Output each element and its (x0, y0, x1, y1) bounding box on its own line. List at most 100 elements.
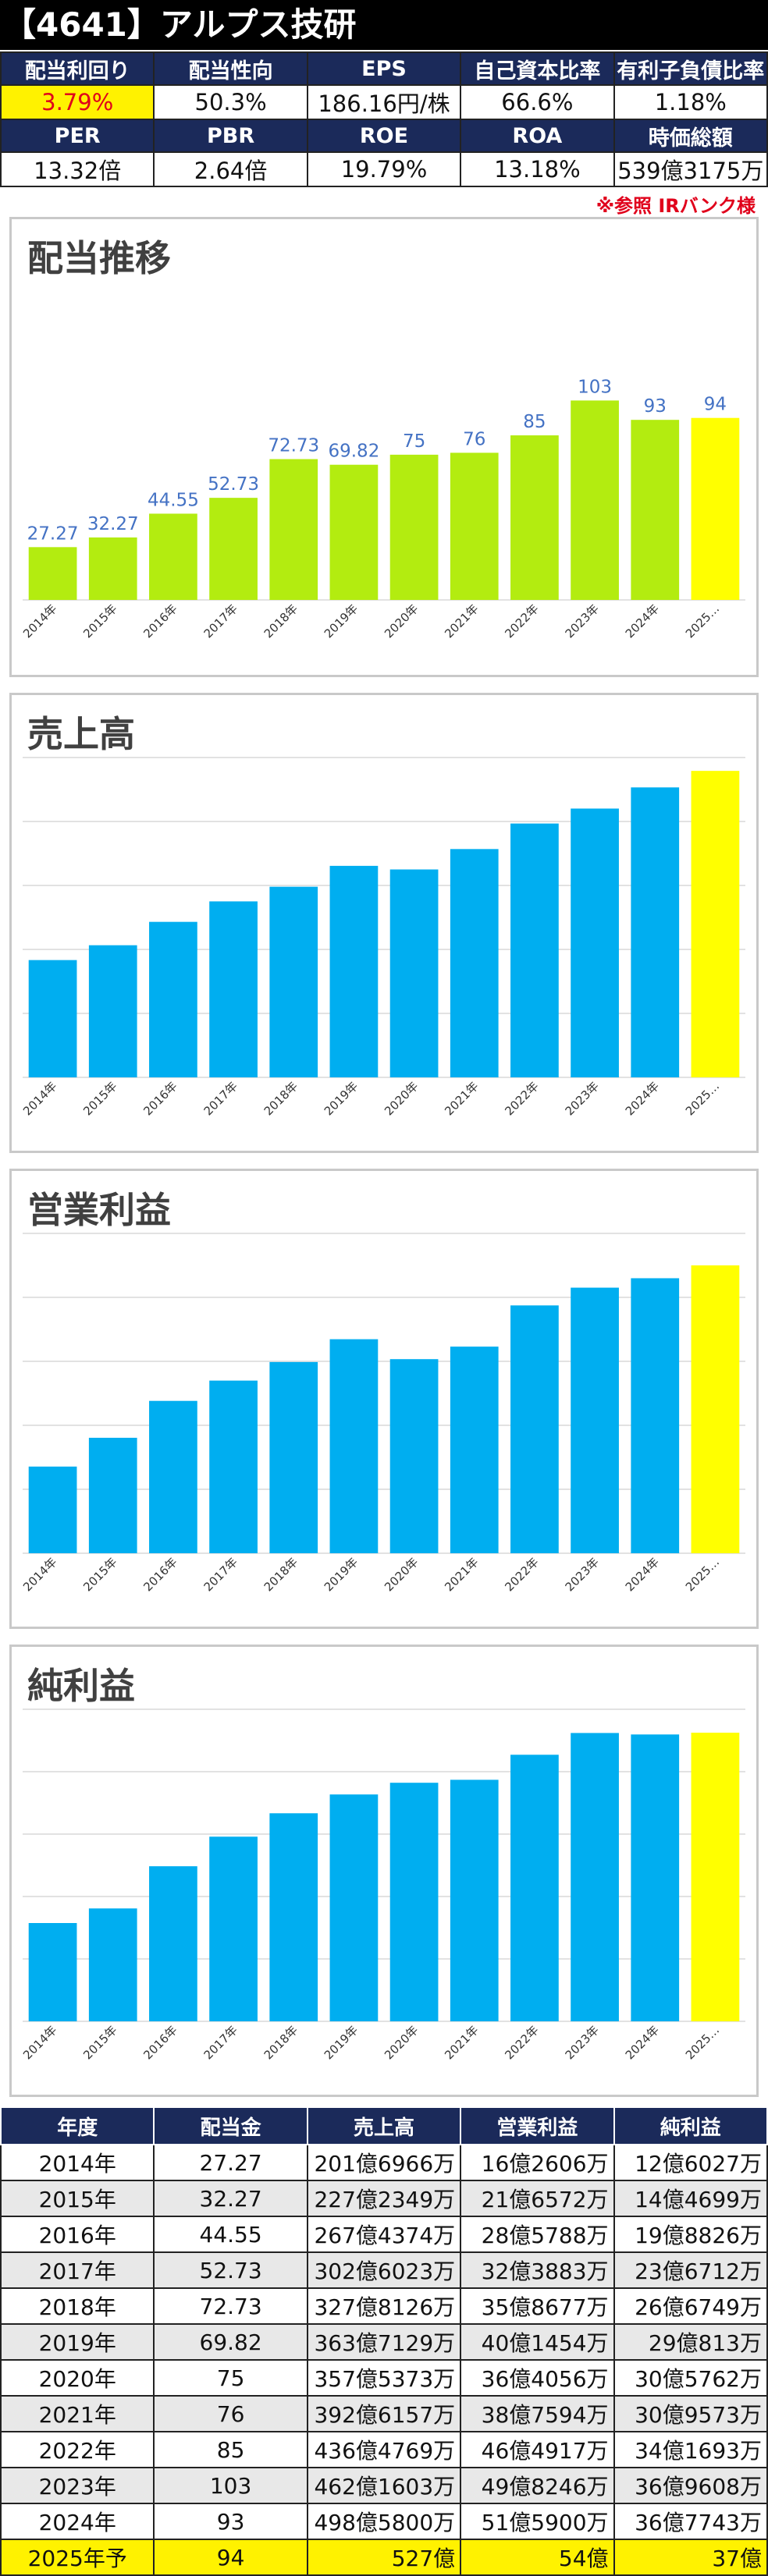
bar (631, 1278, 680, 1553)
tick-label: 2016年 (140, 601, 180, 640)
col-header-net-income: 純利益 (613, 2106, 768, 2145)
col-header-revenue: 売上高 (306, 2106, 462, 2145)
year-cell: 2021年 (0, 2395, 155, 2432)
year-cell: 2014年 (0, 2144, 155, 2181)
bar (571, 400, 619, 600)
bar (571, 808, 619, 1077)
bar (149, 1400, 197, 1553)
metric-value-per: 13.32倍 (0, 151, 155, 187)
chart-revenue: 2014年 2015年 2016年 2017年 2018年 2019年 2020年 2021年… (20, 757, 745, 1118)
metric-label-market-cap: 時価総額 (613, 119, 768, 153)
operating-profit-cell: 16億2606万 (460, 2144, 615, 2181)
tick-label: 2021年 (442, 1555, 481, 1594)
bar (28, 1923, 77, 2021)
chart-title-operating-profit: 営業利益 (27, 1189, 171, 1231)
tick-label: 2024年 (623, 2023, 662, 2062)
table-row: 2022年 85 436億4769万 46億4917万 34億1693万 (0, 2431, 768, 2468)
operating-profit-cell: 38億7594万 (460, 2395, 615, 2432)
bar (389, 454, 439, 600)
chart-operating-profit: 2014年 2015年 2016年 2017年 2018年 2019年 2020年 2021年… (20, 1233, 745, 1594)
bar (571, 1287, 619, 1553)
operating-profit-cell: 32億3883万 (460, 2251, 615, 2289)
dividend-cell: 69.82 (153, 2323, 308, 2361)
table-row: 2016年 44.55 267億4374万 28億5788万 19億8826万 (0, 2216, 768, 2253)
metric-label-roe: ROE (306, 119, 462, 153)
table-row: 2015年 32.27 227億2349万 21億6572万 14億4699万 (0, 2180, 768, 2217)
tick-label: 2017年 (201, 2023, 240, 2062)
table-row: 2025年予 94 527億 54億 37億 (0, 2539, 768, 2576)
chart-net-income: 2014年 2015年 2016年 2017年 2018年 2019年 2020年 2021年… (20, 1708, 745, 2062)
tick-label: 2021年 (442, 1079, 481, 1118)
operating-profit-cell: 35億8677万 (460, 2287, 615, 2325)
tick-label: 2024年 (623, 1079, 662, 1118)
tick-label: 2014年 (20, 601, 59, 640)
tick-label: 2018年 (261, 1555, 300, 1594)
tick-label: 2023年 (563, 1079, 602, 1118)
net-income-cell: 26億6749万 (613, 2287, 768, 2325)
net-income-cell: 19億8826万 (613, 2216, 768, 2253)
bar (28, 1466, 77, 1553)
metric-value-dividend-yield: 3.79% (0, 84, 155, 120)
bar (571, 1733, 619, 2021)
metric-label-debt-ratio: 有利子負債比率 (613, 51, 768, 86)
year-cell: 2025年予 (0, 2539, 155, 2576)
bar (631, 1734, 680, 2021)
year-cell: 2023年 (0, 2467, 155, 2504)
data-label: 76 (463, 429, 485, 449)
metric-value-debt-ratio: 1.18% (613, 84, 768, 120)
page-title: 【4641】アルプス技研 (0, 0, 768, 50)
year-cell: 2020年 (0, 2359, 155, 2397)
net-income-cell: 12億6027万 (613, 2144, 768, 2181)
bar (28, 547, 77, 600)
data-label: 69.82 (328, 442, 379, 462)
revenue-cell: 392億6157万 (306, 2395, 462, 2432)
tick-label: 2020年 (382, 1555, 421, 1594)
revenue-cell: 363億7129万 (306, 2323, 462, 2361)
revenue-cell: 498億5800万 (306, 2503, 462, 2540)
tick-label: 2023年 (563, 1555, 602, 1594)
dividend-cell: 27.27 (153, 2144, 308, 2181)
bar (389, 1783, 439, 2021)
tick-label: 2019年 (322, 1555, 361, 1594)
tick-label: 2025… (683, 1079, 722, 1118)
chart-panel-dividend: 配当推移 27.27 2014年 32.27 2015年 44.55 2016年 52.73… (9, 217, 759, 677)
operating-profit-cell: 51億5900万 (460, 2503, 615, 2540)
metric-value-market-cap: 539億3175万 (613, 151, 768, 187)
tick-label: 2018年 (261, 1079, 300, 1118)
table-row: 2021年 76 392億6157万 38億7594万 30億9573万 (0, 2395, 768, 2432)
table-row: 2014年 27.27 201億6966万 16億2606万 12億6027万 (0, 2144, 768, 2181)
net-income-cell: 30億9573万 (613, 2395, 768, 2432)
tick-label: 2018年 (261, 601, 300, 640)
net-income-cell: 14億4699万 (613, 2180, 768, 2217)
bar (691, 1733, 740, 2021)
net-income-cell: 30億5762万 (613, 2359, 768, 2397)
tick-label: 2017年 (201, 1079, 240, 1118)
bar (329, 865, 379, 1077)
tick-label: 2014年 (20, 1555, 59, 1594)
dividend-cell: 75 (153, 2359, 308, 2397)
table-row: 2017年 52.73 302億6023万 32億3883万 23億6712万 (0, 2251, 768, 2289)
chart-panel-revenue: 売上高 2014年 2015年 2016年 2017年 2018年 2019年 2020年 2… (9, 693, 759, 1153)
bar (209, 498, 258, 600)
tick-label: 2023年 (563, 2023, 602, 2062)
tick-label: 2020年 (382, 1079, 421, 1118)
dividend-cell: 52.73 (153, 2251, 308, 2289)
tick-label: 2014年 (20, 2023, 59, 2062)
tick-label: 2015年 (80, 2023, 119, 2062)
bar (28, 960, 77, 1077)
year-cell: 2019年 (0, 2323, 155, 2361)
tick-label: 2016年 (140, 2023, 180, 2062)
bar (209, 901, 258, 1077)
dividend-cell: 85 (153, 2431, 308, 2468)
tick-label: 2015年 (80, 1555, 119, 1594)
data-label: 93 (644, 396, 667, 417)
dividend-cell: 103 (153, 2467, 308, 2504)
chart-title-revenue: 売上高 (27, 713, 135, 755)
operating-profit-cell: 21億6572万 (460, 2180, 615, 2217)
bar (691, 1265, 740, 1553)
tick-label: 2017年 (201, 601, 240, 640)
table-row: 2020年 75 357億5373万 36億4056万 30億5762万 (0, 2359, 768, 2397)
data-label: 32.27 (87, 514, 139, 534)
metrics-value-row-2: 13.32倍 2.64倍 19.79% 13.18% 539億3175万 (0, 151, 768, 187)
tick-label: 2016年 (140, 1555, 180, 1594)
